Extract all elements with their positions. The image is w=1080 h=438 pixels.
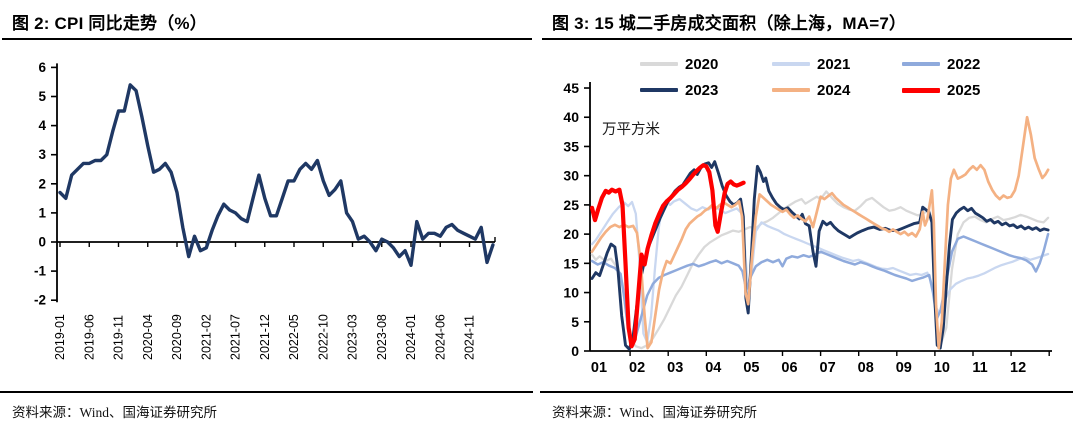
- svg-text:2024-11: 2024-11: [463, 315, 477, 360]
- svg-text:万平方米: 万平方米: [602, 121, 660, 138]
- svg-text:-2: -2: [34, 293, 46, 308]
- svg-text:2021-12: 2021-12: [258, 314, 272, 360]
- svg-text:2020-09: 2020-09: [170, 314, 184, 360]
- figure-2-panel: 图 2: CPI 同比走势（%） -2 -1 0 1 2 3 4 5 6 2019-01 2019-…: [0, 14, 533, 420]
- svg-text:-1: -1: [34, 264, 46, 279]
- svg-text:2022-05: 2022-05: [287, 314, 301, 360]
- svg-text:4: 4: [38, 118, 46, 133]
- svg-text:1: 1: [38, 205, 46, 220]
- svg-text:40: 40: [563, 109, 579, 125]
- legend-item-2021: 2021: [772, 54, 902, 74]
- svg-text:2024-01: 2024-01: [404, 314, 418, 360]
- svg-text:20: 20: [563, 226, 579, 242]
- legend-item-2020: 2020: [640, 54, 772, 74]
- figure-2-source: 资料来源：Wind、国海证券研究所: [12, 405, 217, 420]
- legend-swatch-2025: [902, 87, 940, 93]
- svg-text:2019-01: 2019-01: [53, 314, 67, 360]
- svg-text:10: 10: [934, 360, 950, 376]
- legend-label-2020: 2020: [685, 55, 719, 73]
- svg-text:2023-03: 2023-03: [346, 314, 360, 360]
- figure-2-footer-divider: [0, 391, 533, 393]
- cpi-line-chart: -2 -1 0 1 2 3 4 5 6 2019-01 2019-06 2019-11 2020-04 2…: [34, 60, 496, 360]
- legend-swatch-2020: [640, 62, 678, 66]
- svg-text:12: 12: [1010, 360, 1026, 376]
- figure-3-title: 图 3: 15 城二手房成交面积（除上海，MA=7）: [552, 14, 907, 33]
- svg-text:2020-04: 2020-04: [141, 314, 155, 360]
- svg-text:01: 01: [591, 360, 607, 376]
- svg-text:2: 2: [38, 176, 46, 191]
- svg-text:09: 09: [896, 360, 912, 376]
- svg-text:06: 06: [781, 360, 797, 376]
- svg-text:6: 6: [38, 60, 46, 75]
- figure-3-panel: 图 3: 15 城二手房成交面积（除上海，MA=7） 0 5 10 15 20 25 30 3…: [540, 0, 1080, 438]
- figure-2-title: 图 2: CPI 同比走势（%）: [12, 14, 207, 33]
- svg-text:2019-06: 2019-06: [82, 314, 96, 360]
- svg-text:02: 02: [629, 360, 645, 376]
- legend-swatch-2024: [772, 88, 810, 92]
- legend-label-2022: 2022: [947, 55, 981, 73]
- figure-3-source: 资料来源：Wind、国海证券研究所: [552, 405, 757, 420]
- legend-swatch-2023: [640, 88, 678, 92]
- svg-text:35: 35: [563, 138, 579, 154]
- svg-text:11: 11: [972, 360, 987, 376]
- legend-item-2024: 2024: [772, 80, 902, 100]
- svg-text:5: 5: [571, 314, 579, 330]
- chart-legend: 2020 2021 2022 2023 2024 2025: [640, 54, 1052, 100]
- svg-text:45: 45: [563, 80, 579, 96]
- legend-item-2025: 2025: [902, 80, 1052, 100]
- svg-text:2021-02: 2021-02: [199, 314, 213, 360]
- svg-text:3: 3: [38, 147, 46, 162]
- svg-text:08: 08: [858, 360, 874, 376]
- svg-text:07: 07: [820, 360, 836, 376]
- svg-text:10: 10: [563, 285, 579, 301]
- svg-text:04: 04: [705, 360, 721, 376]
- svg-text:15: 15: [563, 255, 579, 271]
- svg-text:2021-07: 2021-07: [229, 314, 243, 360]
- svg-text:2022-10: 2022-10: [316, 314, 330, 360]
- svg-text:2024-06: 2024-06: [433, 314, 447, 360]
- legend-swatch-2021: [772, 62, 810, 66]
- svg-text:05: 05: [743, 360, 759, 376]
- legend-item-2023: 2023: [640, 80, 772, 100]
- svg-text:2019-11: 2019-11: [112, 315, 126, 360]
- legend-label-2025: 2025: [947, 81, 981, 99]
- legend-label-2023: 2023: [685, 81, 719, 99]
- figure-3-footer-divider: [540, 391, 1073, 393]
- legend-label-2021: 2021: [817, 55, 851, 73]
- svg-text:0: 0: [571, 343, 579, 359]
- legend-label-2024: 2024: [817, 81, 851, 99]
- svg-text:30: 30: [563, 168, 579, 184]
- svg-text:25: 25: [563, 197, 579, 213]
- figure-3-title-divider: [542, 38, 1072, 40]
- svg-text:03: 03: [667, 360, 683, 376]
- svg-text:0: 0: [38, 235, 46, 250]
- svg-text:2023-08: 2023-08: [375, 314, 389, 360]
- svg-text:5: 5: [38, 89, 46, 104]
- figure-2-title-divider: [2, 38, 532, 40]
- legend-item-2022: 2022: [902, 54, 1052, 74]
- legend-swatch-2022: [902, 62, 940, 66]
